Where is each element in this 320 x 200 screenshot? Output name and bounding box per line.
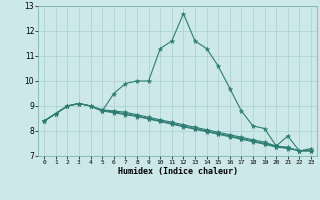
X-axis label: Humidex (Indice chaleur): Humidex (Indice chaleur) [118,167,238,176]
